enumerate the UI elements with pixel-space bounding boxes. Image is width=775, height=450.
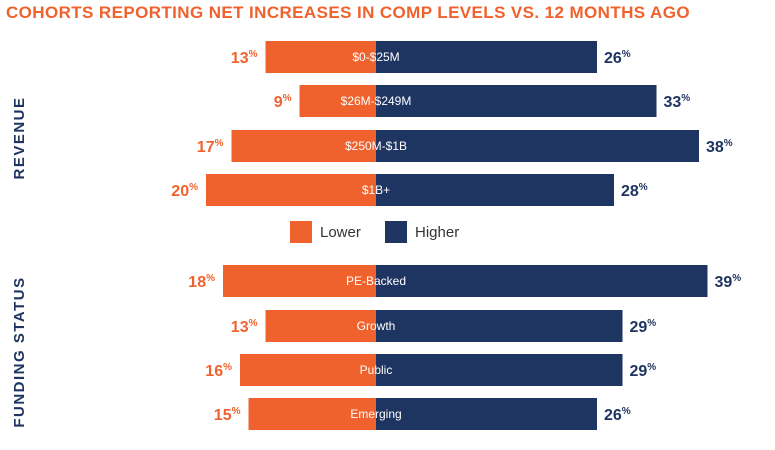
value-label-higher-pe-backed: 39% <box>715 273 742 291</box>
value-label-lower-250m-1b: 17% <box>197 138 224 156</box>
category-label-26m-249m: $26M-$249M <box>341 94 412 108</box>
value-label-higher-0-25m: 26% <box>604 49 631 67</box>
bar-higher-250m-1b <box>376 130 699 162</box>
value-label-lower-1b: 20% <box>171 182 198 200</box>
value-label-lower-26m-249m: 9% <box>274 93 292 111</box>
bars-layer <box>206 41 708 430</box>
legend-label-lower: Lower <box>320 224 361 241</box>
value-label-lower-public: 16% <box>205 362 232 380</box>
bar-higher-public <box>376 354 623 386</box>
bar-higher-pe-backed <box>376 265 708 297</box>
value-label-higher-1b: 28% <box>621 182 648 200</box>
bar-lower-growth <box>265 310 376 342</box>
value-label-higher-26m-249m: 33% <box>664 93 691 111</box>
bar-higher-1b <box>376 174 614 206</box>
category-label-public: Public <box>360 363 393 377</box>
value-label-lower-pe-backed: 18% <box>188 273 215 291</box>
value-label-higher-growth: 29% <box>630 318 657 336</box>
group-label-revenue: REVENUE <box>11 96 28 179</box>
legend-swatch-lower <box>290 221 312 243</box>
category-label-0-25m: $0-$25M <box>352 50 399 64</box>
value-label-higher-public: 29% <box>630 362 657 380</box>
bar-higher-26m-249m <box>376 85 657 117</box>
bar-higher-emerging <box>376 398 597 430</box>
bar-lower-pe-backed <box>223 265 376 297</box>
value-label-higher-250m-1b: 38% <box>706 138 733 156</box>
legend-swatch-higher <box>385 221 407 243</box>
legend-label-higher: Higher <box>415 224 459 241</box>
bar-lower-26m-249m <box>299 85 376 117</box>
value-label-lower-emerging: 15% <box>214 406 241 424</box>
bar-lower-public <box>240 354 376 386</box>
bar-lower-0-25m <box>265 41 376 73</box>
category-label-emerging: Emerging <box>350 407 401 421</box>
category-label-1b: $1B+ <box>362 183 390 197</box>
bar-lower-emerging <box>248 398 376 430</box>
value-label-lower-0-25m: 13% <box>231 49 258 67</box>
labels-layer: REVENUE $0-$25M 13% 26% $26M-$249M 9% 33% $250M… <box>11 49 741 428</box>
bar-lower-1b <box>206 174 376 206</box>
group-label-funding-status: FUNDING STATUS <box>11 276 28 427</box>
bar-higher-0-25m <box>376 41 597 73</box>
category-label-250m-1b: $250M-$1B <box>345 139 407 153</box>
value-label-lower-growth: 13% <box>231 318 258 336</box>
legend: Lower Higher <box>290 221 459 243</box>
chart-title: COHORTS REPORTING NET INCREASES IN COMP … <box>6 3 690 22</box>
category-label-pe-backed: PE-Backed <box>346 274 406 288</box>
bar-higher-growth <box>376 310 623 342</box>
value-label-higher-emerging: 26% <box>604 406 631 424</box>
bar-lower-250m-1b <box>231 130 376 162</box>
category-label-growth: Growth <box>357 319 396 333</box>
